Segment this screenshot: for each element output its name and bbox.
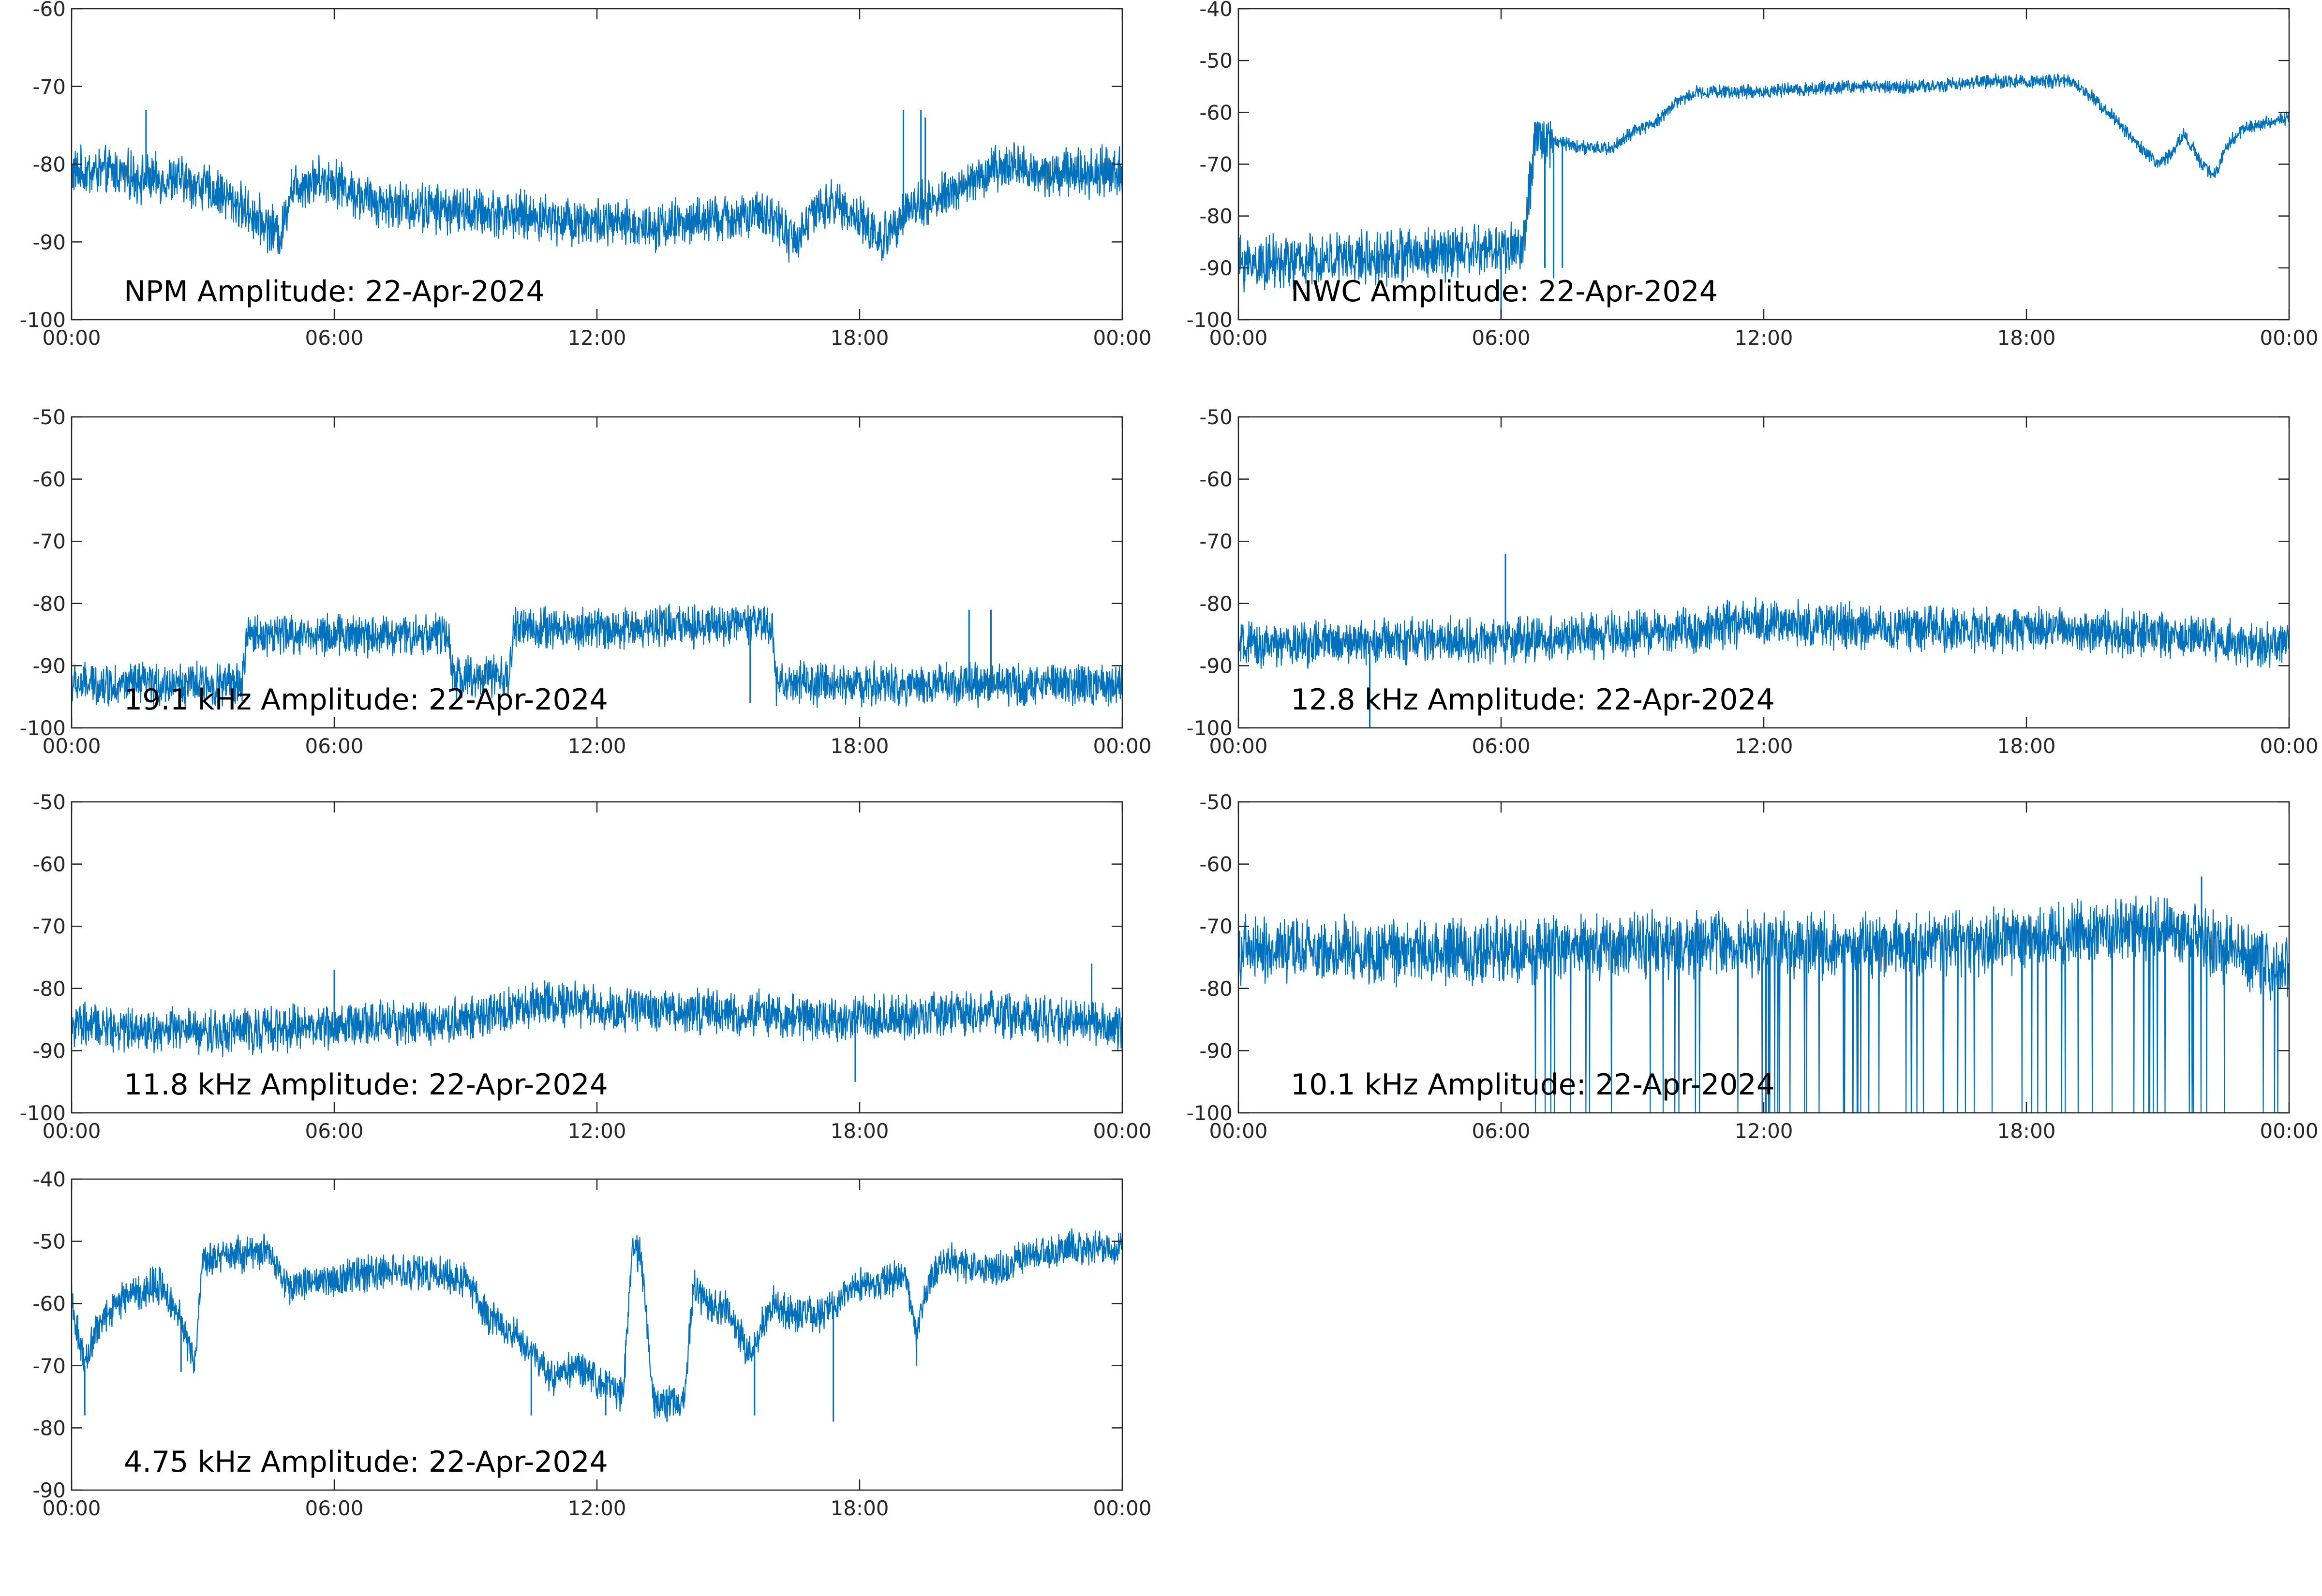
x-tick-label: 00:00 xyxy=(2260,734,2318,758)
y-tick-label: -70 xyxy=(32,75,66,99)
series-line xyxy=(72,1228,1122,1419)
y-tick-label: -100 xyxy=(20,1101,66,1125)
y-tick-label: -60 xyxy=(32,1292,66,1315)
y-tick-label: -50 xyxy=(32,1230,66,1254)
x-tick-label: 06:00 xyxy=(305,326,363,350)
x-tick-label: 00:00 xyxy=(1209,1119,1267,1143)
y-tick-label: -60 xyxy=(1199,101,1233,124)
y-tick-label: -90 xyxy=(1199,256,1233,280)
x-tick-label: 00:00 xyxy=(1093,734,1151,758)
x-tick-label: 12:00 xyxy=(567,1119,626,1143)
y-tick-label: -80 xyxy=(32,153,66,177)
y-tick-label: -60 xyxy=(32,468,66,491)
y-tick-label: -50 xyxy=(1199,49,1233,73)
y-tick-label: -100 xyxy=(20,716,66,740)
y-tick-label: -70 xyxy=(32,915,66,938)
panel-title: NWC Amplitude: 22-Apr-2024 xyxy=(1291,275,1718,309)
x-tick-label: 00:00 xyxy=(1093,326,1151,350)
panel-title: 19.1 kHz Amplitude: 22-Apr-2024 xyxy=(124,683,608,717)
y-tick-label: -100 xyxy=(1187,308,1233,332)
x-tick-label: 12:00 xyxy=(1734,326,1793,350)
x-tick-label: 00:00 xyxy=(2260,1119,2318,1143)
y-tick-label: -90 xyxy=(1199,654,1233,678)
series-line xyxy=(1238,895,2289,1113)
x-tick-label: 00:00 xyxy=(42,1119,101,1143)
series-line xyxy=(72,142,1122,263)
series-line xyxy=(1238,597,2289,669)
y-tick-label: -70 xyxy=(32,530,66,553)
x-tick-label: 00:00 xyxy=(42,734,101,758)
series-line xyxy=(72,604,1122,709)
y-tick-label: -40 xyxy=(32,1167,66,1191)
y-tick-label: -90 xyxy=(32,230,66,254)
y-tick-label: -80 xyxy=(1199,592,1233,616)
x-tick-label: 06:00 xyxy=(1472,326,1530,350)
y-tick-label: -80 xyxy=(32,1416,66,1440)
y-tick-label: -80 xyxy=(32,592,66,616)
y-tick-label: -70 xyxy=(1199,153,1233,177)
x-tick-label: 06:00 xyxy=(305,734,363,758)
y-tick-label: -60 xyxy=(1199,853,1233,876)
panel-title: 4.75 kHz Amplitude: 22-Apr-2024 xyxy=(124,1445,608,1479)
x-tick-label: 00:00 xyxy=(42,326,101,350)
y-tick-label: -90 xyxy=(32,1039,66,1063)
y-tick-label: -50 xyxy=(32,790,66,814)
x-tick-label: 18:00 xyxy=(1997,326,2055,350)
y-tick-label: -50 xyxy=(1199,790,1233,814)
x-tick-label: 18:00 xyxy=(1997,734,2055,758)
y-tick-label: -90 xyxy=(32,654,66,678)
y-tick-label: -70 xyxy=(32,1354,66,1378)
y-tick-label: -50 xyxy=(1199,405,1233,429)
y-tick-label: -80 xyxy=(1199,977,1233,1001)
series-line xyxy=(1238,73,2289,293)
y-tick-label: -40 xyxy=(1199,0,1233,21)
y-tick-label: -90 xyxy=(1199,1039,1233,1063)
y-tick-label: -100 xyxy=(1187,716,1233,740)
y-tick-label: -60 xyxy=(32,853,66,876)
x-tick-label: 00:00 xyxy=(42,1496,101,1520)
panel-title: 12.8 kHz Amplitude: 22-Apr-2024 xyxy=(1291,683,1775,717)
y-tick-label: -90 xyxy=(32,1478,66,1502)
x-tick-label: 06:00 xyxy=(305,1119,363,1143)
x-tick-label: 12:00 xyxy=(567,1496,626,1520)
x-tick-label: 18:00 xyxy=(830,326,889,350)
y-tick-label: -70 xyxy=(1199,915,1233,938)
x-tick-label: 12:00 xyxy=(567,326,626,350)
x-tick-label: 00:00 xyxy=(1093,1119,1151,1143)
panel-title: NPM Amplitude: 22-Apr-2024 xyxy=(124,275,545,309)
x-tick-label: 06:00 xyxy=(305,1496,363,1520)
x-tick-label: 18:00 xyxy=(830,1496,889,1520)
y-tick-label: -60 xyxy=(32,0,66,21)
y-tick-label: -100 xyxy=(1187,1101,1233,1125)
series-line xyxy=(72,980,1122,1057)
x-tick-label: 00:00 xyxy=(1093,1496,1151,1520)
x-tick-label: 00:00 xyxy=(1209,326,1267,350)
x-tick-label: 12:00 xyxy=(1734,1119,1793,1143)
y-tick-label: -100 xyxy=(20,308,66,332)
x-tick-label: 06:00 xyxy=(1472,734,1530,758)
y-tick-label: -50 xyxy=(32,405,66,429)
x-tick-label: 12:00 xyxy=(567,734,626,758)
x-tick-label: 00:00 xyxy=(1209,734,1267,758)
panel-title: 11.8 kHz Amplitude: 22-Apr-2024 xyxy=(124,1068,608,1102)
y-tick-label: -80 xyxy=(1199,205,1233,228)
x-tick-label: 18:00 xyxy=(830,1119,889,1143)
x-tick-label: 18:00 xyxy=(1997,1119,2055,1143)
y-tick-label: -70 xyxy=(1199,530,1233,553)
y-tick-label: -80 xyxy=(32,977,66,1001)
panel-title: 10.1 kHz Amplitude: 22-Apr-2024 xyxy=(1291,1068,1775,1102)
x-tick-label: 00:00 xyxy=(2260,326,2318,350)
x-tick-label: 06:00 xyxy=(1472,1119,1530,1143)
y-tick-label: -60 xyxy=(1199,468,1233,491)
x-tick-label: 12:00 xyxy=(1734,734,1793,758)
x-tick-label: 18:00 xyxy=(830,734,889,758)
